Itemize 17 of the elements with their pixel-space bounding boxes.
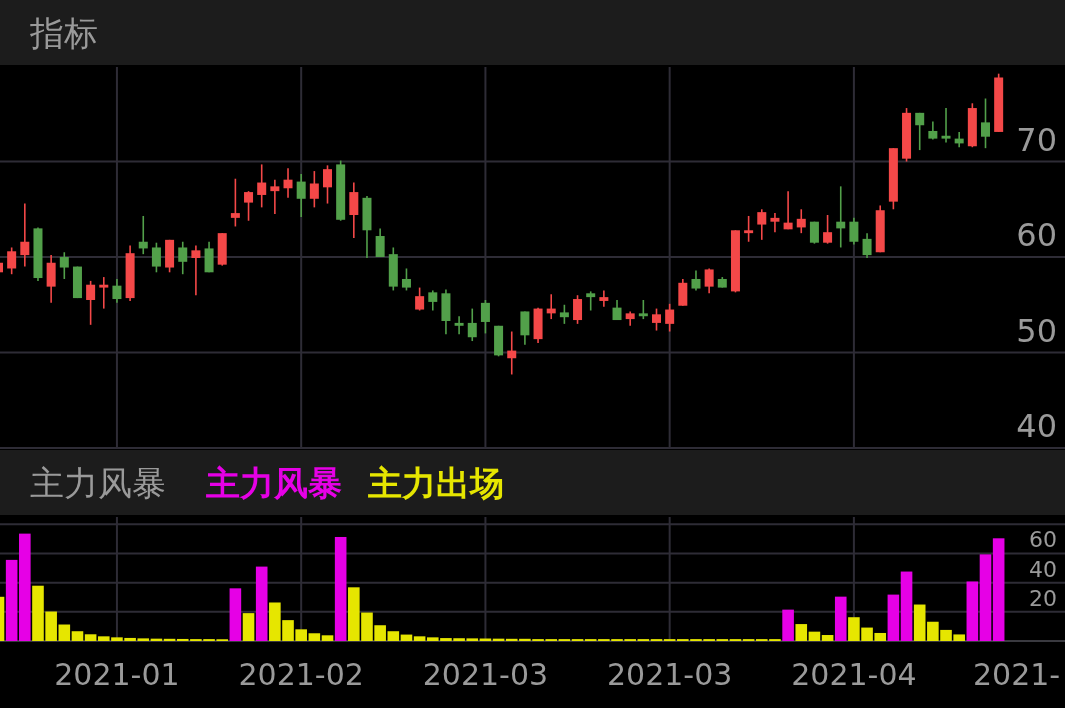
x-tick-label: 2021-03 xyxy=(422,657,549,692)
text: 2021- xyxy=(973,657,1061,692)
y-tick-label: 40 xyxy=(1029,556,1057,582)
chart-title: 主力风暴 xyxy=(30,462,166,503)
x-tick-label: 2021-03 xyxy=(606,657,733,692)
x-tick-label: 2021-01 xyxy=(54,657,180,692)
y-tick-label: 60 xyxy=(1016,216,1057,255)
y-tick-label: 50 xyxy=(1016,311,1057,350)
y-tick-label: 70 xyxy=(1016,120,1057,159)
x-tick-label: 2021-02 xyxy=(238,657,364,692)
text: 主力出场 xyxy=(367,462,504,503)
y-tick-label: 40 xyxy=(1016,407,1057,445)
y-tick-label: 20 xyxy=(1029,585,1057,611)
y-tick-label: 60 xyxy=(1029,527,1057,553)
chart-title: 指标 xyxy=(29,12,98,53)
series-label: 主力风暴 xyxy=(205,462,342,503)
x-tick-label: 2021-04 xyxy=(791,657,917,692)
